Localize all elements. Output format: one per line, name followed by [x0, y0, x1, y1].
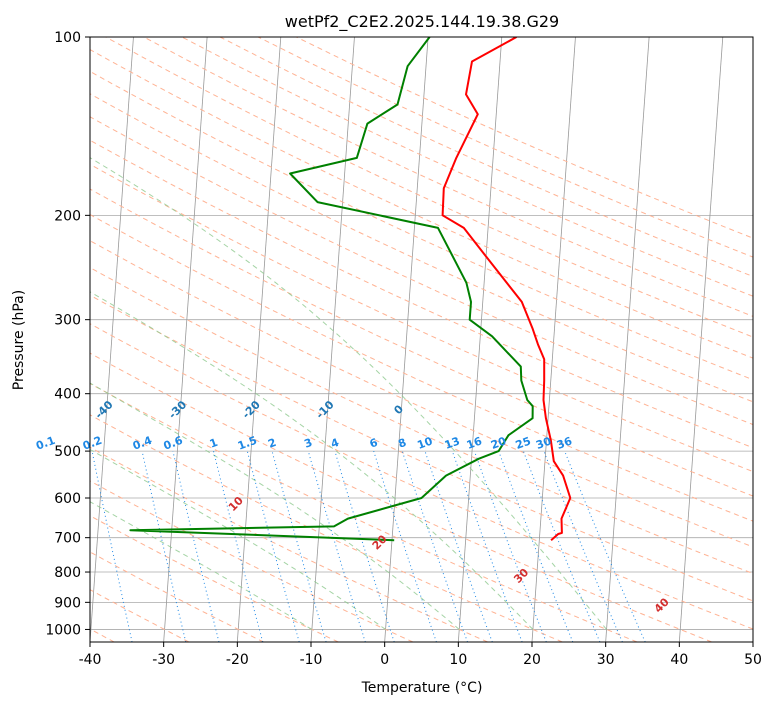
x-axis-label: Temperature (°C)	[361, 680, 483, 696]
mixing-ratio-line	[91, 451, 133, 642]
plot-frame	[89, 36, 754, 643]
y-tick-label: 300	[54, 313, 81, 329]
mixing-ratio-line	[141, 450, 187, 642]
dry-adiabat	[90, 70, 753, 381]
mixing-ratio-line	[213, 450, 264, 642]
moist-adiabat	[90, 448, 386, 630]
temperature-profile-line	[441, 37, 572, 541]
moist-adiabat	[90, 157, 607, 630]
isotherm-line	[678, 37, 724, 642]
series-layer	[129, 37, 572, 542]
dry-adiabat	[90, 589, 190, 642]
dry-adiabat	[90, 294, 753, 602]
y-tick-label: 800	[54, 565, 81, 581]
y-tick-label: 200	[54, 208, 81, 224]
dry-adiabat	[90, 188, 753, 497]
y-tick-label: 600	[54, 491, 81, 507]
x-tick-label: -10	[300, 652, 323, 668]
dry-adiabat	[90, 240, 753, 548]
x-tick-label: -30	[152, 652, 175, 668]
mixing-ratio-line	[271, 450, 327, 642]
skew-t-grid	[90, 37, 753, 642]
moist-adiabat	[90, 382, 460, 630]
isotherm-line	[531, 37, 576, 642]
mixing-ratio-label: 20	[489, 434, 508, 452]
mixing-ratio-line	[498, 450, 574, 642]
x-tick-label: 30	[597, 652, 615, 668]
mixing-ratio-line	[172, 450, 220, 642]
x-tick-label: 50	[744, 652, 762, 668]
moist-adiabat	[90, 501, 313, 630]
mixing-ratio-label: 16	[465, 434, 484, 452]
x-axis: -40 -30 -20 -10 0 10 20 30 40 50	[79, 642, 762, 668]
mixing-ratio-line	[522, 450, 601, 642]
mixing-ratio-label: 2	[266, 436, 278, 451]
mixing-ratio-label: 8	[396, 436, 408, 451]
dewpoint-profile-line	[129, 37, 534, 542]
dry-adiabat	[181, 37, 753, 297]
x-tick-label: -20	[226, 652, 249, 668]
y-tick-label: 400	[54, 387, 81, 403]
mixing-ratio-label: 1	[208, 436, 220, 451]
dry-adiabat	[90, 139, 753, 449]
mixing-ratio-label: 0.1	[34, 434, 57, 453]
dry-adiabat	[90, 352, 712, 642]
mixing-ratio-line	[373, 450, 437, 642]
mixing-ratio-label: 0.6	[162, 434, 185, 453]
x-tick-label: 40	[670, 652, 688, 668]
y-tick-label: 500	[54, 444, 81, 460]
x-tick-label: 20	[523, 652, 541, 668]
dry-adiabat	[90, 414, 563, 642]
y-tick-label: 900	[54, 595, 81, 611]
mixing-ratio-line	[401, 450, 468, 642]
y-tick-label: 700	[54, 531, 81, 547]
mixing-ratio-label: 10	[415, 434, 434, 452]
isotherm-line	[457, 37, 503, 642]
isotherm-line	[752, 636, 753, 642]
chart-title: wetPf2_C2E2.2025.144.19.38.G29	[285, 12, 559, 32]
mixing-ratio-label: 13	[443, 434, 462, 451]
mixing-ratio-line	[543, 450, 623, 642]
mixing-ratio-label: 0.4	[131, 434, 154, 453]
isotherm-line	[384, 37, 429, 642]
dry-adiabat	[90, 382, 638, 642]
mixing-ratio-label: 3	[303, 436, 315, 451]
mixing-ratio-label: 36	[555, 434, 574, 452]
mixing-ratio-line	[424, 450, 493, 642]
mixing-ratio-label: 30	[534, 434, 553, 452]
mixing-ratio-line	[564, 450, 646, 642]
mixing-ratio-line	[334, 450, 395, 642]
moist-adiabat	[90, 291, 534, 630]
y-tick-label: 1000	[45, 622, 81, 638]
mixing-ratio-label: 0.2	[81, 434, 104, 453]
dry-adiabat	[90, 480, 414, 642]
mixing-ratio-label: 4	[329, 436, 341, 451]
dry-adiabat	[90, 213, 753, 522]
mixing-ratio-line	[307, 450, 366, 642]
isotherm-line	[163, 37, 208, 642]
plot-background	[90, 37, 753, 642]
x-tick-label: 0	[380, 652, 389, 668]
isotherm-line	[90, 37, 134, 642]
mixing-ratio-label: 6	[368, 436, 380, 451]
isotherm-line	[236, 37, 282, 642]
x-tick-label: 10	[449, 652, 467, 668]
mixing-ratio-label: 25	[514, 435, 533, 452]
dry-adiabat	[90, 267, 753, 575]
mixing-ratio-label: 1.5	[236, 434, 259, 453]
x-tick-label: -40	[79, 652, 102, 668]
mixing-ratio-line	[246, 450, 300, 642]
y-axis-label: Pressure (hPa)	[11, 290, 27, 390]
y-axis: 100 200 300 400 500 600 700 800 900 1000	[45, 30, 90, 638]
dry-adiabat	[105, 37, 753, 338]
isotherm-line	[605, 37, 650, 642]
dry-adiabat	[90, 551, 264, 642]
dry-adiabat	[90, 446, 488, 642]
y-tick-label: 100	[54, 30, 81, 46]
